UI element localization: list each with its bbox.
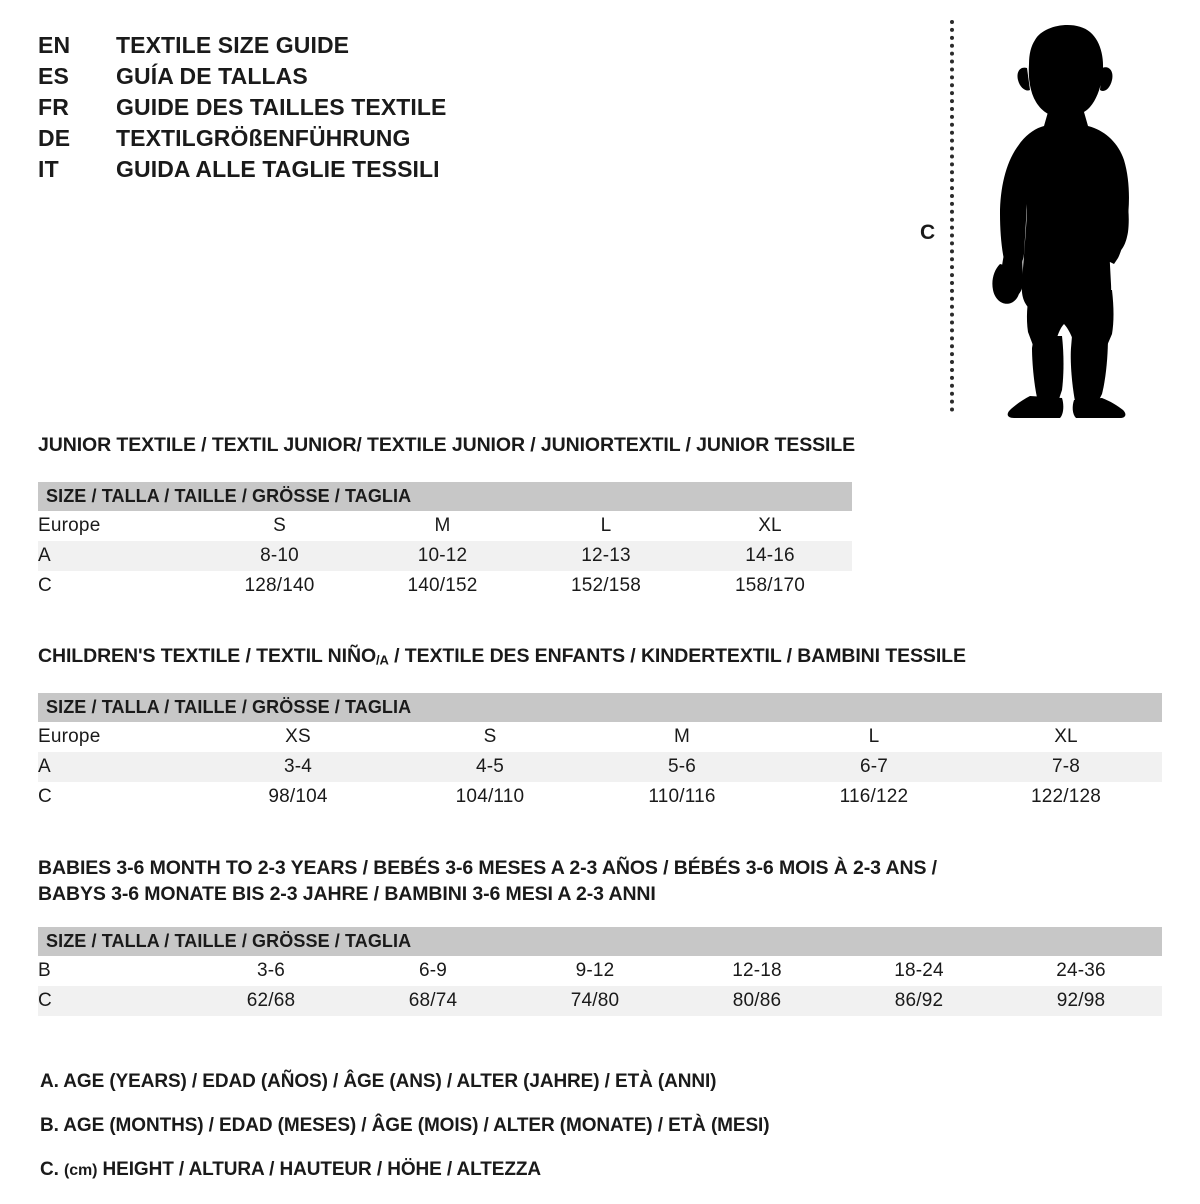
children-row-c-value-xs: 98/104 <box>202 782 394 812</box>
height-measure-label: C <box>920 221 936 244</box>
children-row-c-value-s: 104/110 <box>394 782 586 812</box>
babies-row-c-value-6: 92/98 <box>1000 986 1163 1016</box>
junior-row-c-value-xl: 158/170 <box>688 571 853 601</box>
language-title-de: TEXTILGRÖßENFÜHRUNG <box>116 125 411 151</box>
language-code-en: EN <box>38 32 71 58</box>
babies-title-line2: BABYS 3-6 MONATE BIS 2-3 JAHRE / BAMBINI… <box>38 883 656 906</box>
children-row-c-value-l: 116/122 <box>778 782 970 812</box>
junior-col-l: L <box>524 511 688 541</box>
babies-size-table: SIZE / TALLA / TAILLE / GRÖSSE / TAGLIA … <box>38 927 1163 1016</box>
junior-header-row: Europe S M L XL <box>38 511 853 541</box>
children-header-row: Europe XS S M L XL <box>38 722 1163 752</box>
language-title-en: TEXTILE SIZE GUIDE <box>116 32 350 58</box>
children-row-c-label: C <box>38 782 202 812</box>
junior-row-c-value-m: 140/152 <box>361 571 524 601</box>
language-code-de: DE <box>38 125 71 151</box>
section-title-junior: JUNIOR TEXTILE / TEXTIL JUNIOR/ TEXTILE … <box>38 434 856 456</box>
children-row-a-value-xl: 7-8 <box>970 752 1163 782</box>
junior-row-c-label: C <box>38 571 198 601</box>
children-row-a: A 3-4 4-5 5-6 6-7 7-8 <box>38 752 1163 782</box>
babies-row-b-value-2: 6-9 <box>352 956 514 986</box>
junior-row-a-label: A <box>38 541 198 571</box>
junior-col-m: M <box>361 511 524 541</box>
babies-row-c-value-4: 80/86 <box>676 986 838 1016</box>
children-col-xs: XS <box>202 722 394 752</box>
babies-row-b-label: B <box>38 956 190 986</box>
language-row-en: EN TEXTILE SIZE GUIDE <box>38 32 558 63</box>
language-title-fr: GUIDE DES TAILLES TEXTILE <box>116 94 447 120</box>
junior-row-c: C 128/140 140/152 152/158 158/170 <box>38 571 853 601</box>
language-title-it: GUIDA ALLE TAGLIE TESSILI <box>116 156 440 182</box>
children-row-c-value-m: 110/116 <box>586 782 778 812</box>
language-title-es: GUÍA DE TALLAS <box>116 63 308 89</box>
legend-line-b: B. AGE (MONTHS) / EDAD (MESES) / ÂGE (MO… <box>40 1115 770 1136</box>
section-title-children: CHILDREN'S TEXTILE / TEXTIL NIÑO/A / TEX… <box>38 643 966 669</box>
legend-line-a: A. AGE (YEARS) / EDAD (AÑOS) / ÂGE (ANS)… <box>40 1071 717 1092</box>
children-table-band-row: SIZE / TALLA / TAILLE / GRÖSSE / TAGLIA <box>38 693 1163 722</box>
section-title-babies: BABIES 3-6 MONTH TO 2-3 YEARS / BEBÉS 3-… <box>38 855 937 908</box>
children-title-suffix: / TEXTILE DES ENFANTS / KINDERTEXTIL / B… <box>388 645 966 667</box>
junior-table-band-row: SIZE / TALLA / TAILLE / GRÖSSE / TAGLIA <box>38 482 853 511</box>
children-row-a-value-s: 4-5 <box>394 752 586 782</box>
babies-row-c-value-2: 68/74 <box>352 986 514 1016</box>
height-dotted-line <box>950 20 954 412</box>
children-size-table: SIZE / TALLA / TAILLE / GRÖSSE / TAGLIA … <box>38 693 1163 812</box>
language-code-fr: FR <box>38 94 70 120</box>
junior-col-region: Europe <box>38 511 198 541</box>
junior-size-table: SIZE / TALLA / TAILLE / GRÖSSE / TAGLIA … <box>38 482 853 601</box>
language-row-de: DE TEXTILGRÖßENFÜHRUNG <box>38 125 558 156</box>
junior-band-label: SIZE / TALLA / TAILLE / GRÖSSE / TAGLIA <box>38 482 853 511</box>
babies-title-line1: BABIES 3-6 MONTH TO 2-3 YEARS / BEBÉS 3-… <box>38 857 937 879</box>
children-row-c: C 98/104 104/110 110/116 116/122 122/128 <box>38 782 1163 812</box>
children-row-a-label: A <box>38 752 202 782</box>
babies-row-c: C 62/68 68/74 74/80 80/86 86/92 92/98 <box>38 986 1163 1016</box>
height-measurement-figure: C <box>900 12 1170 418</box>
toddler-silhouette-icon <box>992 25 1129 418</box>
junior-row-c-value-s: 128/140 <box>198 571 361 601</box>
language-row-it: IT GUIDA ALLE TAGLIE TESSILI <box>38 156 558 187</box>
children-col-s: S <box>394 722 586 752</box>
language-row-es: ES GUÍA DE TALLAS <box>38 63 558 94</box>
legend-line-c-prefix: C. <box>40 1159 64 1180</box>
babies-row-b-value-4: 12-18 <box>676 956 838 986</box>
junior-col-s: S <box>198 511 361 541</box>
junior-row-c-value-l: 152/158 <box>524 571 688 601</box>
children-row-a-value-l: 6-7 <box>778 752 970 782</box>
children-col-m: M <box>586 722 778 752</box>
babies-row-b-value-6: 24-36 <box>1000 956 1163 986</box>
children-title-prefix: CHILDREN'S TEXTILE / TEXTIL NIÑO <box>38 645 377 667</box>
babies-row-c-value-3: 74/80 <box>514 986 676 1016</box>
babies-band-label: SIZE / TALLA / TAILLE / GRÖSSE / TAGLIA <box>38 927 1163 956</box>
children-band-label: SIZE / TALLA / TAILLE / GRÖSSE / TAGLIA <box>38 693 1163 722</box>
babies-row-c-value-1: 62/68 <box>190 986 352 1016</box>
babies-row-c-value-5: 86/92 <box>838 986 1000 1016</box>
babies-row-b-value-5: 18-24 <box>838 956 1000 986</box>
language-row-fr: FR GUIDE DES TAILLES TEXTILE <box>38 94 558 125</box>
language-header: EN TEXTILE SIZE GUIDE ES GUÍA DE TALLAS … <box>38 32 558 187</box>
babies-row-b: B 3-6 6-9 9-12 12-18 18-24 24-36 <box>38 956 1163 986</box>
babies-row-c-label: C <box>38 986 190 1016</box>
junior-col-xl: XL <box>688 511 853 541</box>
junior-row-a: A 8-10 10-12 12-13 14-16 <box>38 541 853 571</box>
children-col-xl: XL <box>970 722 1163 752</box>
babies-row-b-value-1: 3-6 <box>190 956 352 986</box>
children-col-region: Europe <box>38 722 202 752</box>
language-code-es: ES <box>38 63 70 89</box>
babies-row-b-value-3: 9-12 <box>514 956 676 986</box>
legend-line-c: C. (cm) HEIGHT / ALTURA / HAUTEUR / HÖHE… <box>40 1160 769 1179</box>
children-row-a-value-xs: 3-4 <box>202 752 394 782</box>
junior-row-a-value-m: 10-12 <box>361 541 524 571</box>
children-row-c-value-xl: 122/128 <box>970 782 1163 812</box>
legend-block: A. AGE (YEARS) / EDAD (AÑOS) / ÂGE (ANS)… <box>40 1071 770 1204</box>
children-title-sub: /A <box>376 652 389 668</box>
babies-table-band-row: SIZE / TALLA / TAILLE / GRÖSSE / TAGLIA <box>38 927 1163 956</box>
junior-row-a-value-s: 8-10 <box>198 541 361 571</box>
junior-row-a-value-xl: 14-16 <box>688 541 853 571</box>
legend-line-c-suffix: HEIGHT / ALTURA / HAUTEUR / HÖHE / ALTEZ… <box>97 1159 542 1180</box>
children-col-l: L <box>778 722 970 752</box>
junior-row-a-value-l: 12-13 <box>524 541 688 571</box>
legend-line-c-unit: (cm) <box>63 1162 98 1179</box>
language-code-it: IT <box>38 156 59 182</box>
children-row-a-value-m: 5-6 <box>586 752 778 782</box>
